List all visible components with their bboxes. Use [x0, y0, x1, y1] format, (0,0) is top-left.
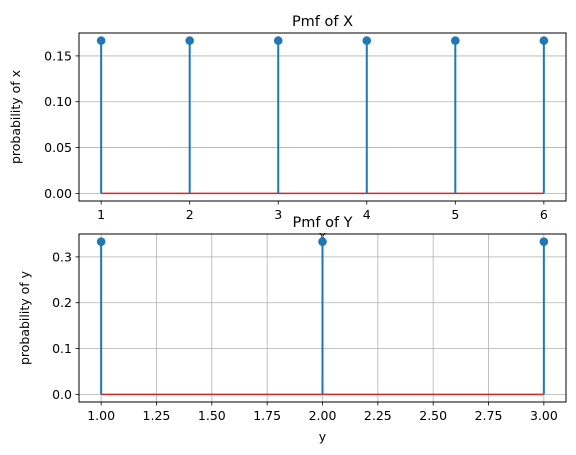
x-tick-label: 4 [363, 207, 371, 222]
chart-title: Pmf of X [292, 14, 353, 30]
x-tick-label: 6 [540, 207, 548, 222]
stem-marker [273, 36, 283, 45]
y-tick-label: 0.00 [44, 186, 72, 201]
x-tick-label: 2 [186, 207, 194, 222]
y-axis-label: probability of y [17, 270, 32, 365]
plot-frame [78, 32, 567, 202]
stem-marker [539, 237, 549, 246]
chart-pmf-y: 1.00 1.25 1.50 1.75 2.00 2.25 2.50 2.75 3.00 0.0 0… [17, 215, 567, 444]
x-tick-label: 3.00 [530, 408, 558, 423]
y-tick-label: 0.05 [44, 140, 72, 155]
x-tick-label: 1.50 [198, 408, 226, 423]
x-tick-label: 5 [451, 207, 459, 222]
x-tick-label: 2.50 [419, 408, 447, 423]
x-tick-label: 1.75 [253, 408, 281, 423]
stem-marker [451, 36, 460, 45]
stem-marker [362, 36, 372, 45]
x-axis-label: y [319, 429, 327, 444]
x-tick-label: 1.00 [87, 408, 115, 423]
x-tick-label: 1 [97, 207, 105, 222]
x-tick-label: 3 [274, 207, 282, 222]
chart-title: Pmf of Y [292, 215, 352, 231]
y-tick-label: 0.10 [44, 94, 72, 109]
x-tick-label: 1.25 [143, 408, 171, 423]
y-tick-label: 0.3 [52, 249, 72, 264]
x-tick-label: 2.75 [475, 408, 503, 423]
x-tick-label: 2.00 [309, 408, 337, 423]
y-axis-label: probability of x [8, 70, 23, 164]
y-tick-label: 0.2 [52, 295, 72, 310]
stem-marker [96, 36, 106, 45]
stem-marker [539, 36, 549, 45]
y-tick-label: 0.1 [52, 341, 72, 356]
stem-marker [318, 237, 327, 246]
stem-marker [96, 237, 106, 246]
y-tick-label: 0.15 [44, 48, 72, 63]
y-tick-label: 0.0 [52, 387, 72, 402]
chart-pmf-x: 1 2 3 4 5 60.000.050.100.15 Pmf of X x probab… [8, 14, 567, 243]
stem-marker [185, 36, 194, 45]
x-tick-label: 2.25 [364, 408, 392, 423]
